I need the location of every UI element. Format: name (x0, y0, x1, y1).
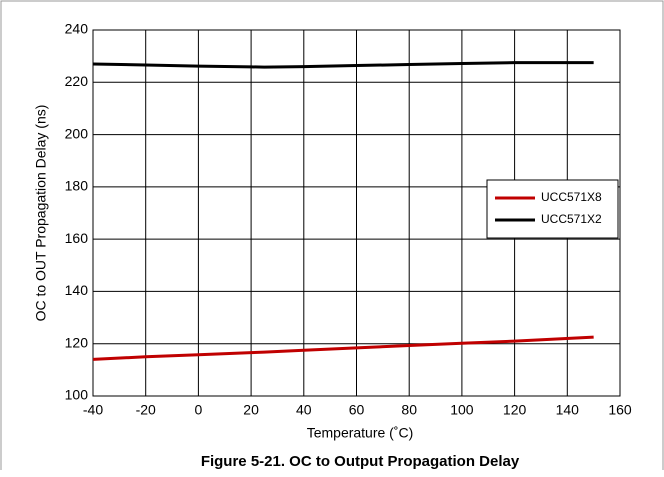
legend-label: UCC571X8 (541, 190, 602, 204)
legend-label: UCC571X2 (541, 212, 602, 226)
y-tick-label: 160 (65, 230, 89, 246)
x-axis-label: Temperature (˚C) (307, 425, 414, 441)
x-tick-label: 20 (243, 402, 259, 418)
series-line (92, 61, 594, 69)
x-tick-label: -40 (83, 402, 103, 418)
y-axis-label: OC to OUT Propagation Delay (ns) (33, 105, 49, 322)
y-tick-label: 200 (65, 125, 89, 141)
x-tick-label: 40 (296, 402, 312, 418)
caption: Figure 5-21. OC to Output Propagation De… (201, 453, 520, 470)
x-tick-label: 140 (556, 402, 580, 418)
y-tick-label: 100 (65, 387, 89, 403)
x-tick-label: 80 (401, 402, 417, 418)
plot-border (92, 29, 621, 397)
x-tick-label: 160 (608, 402, 632, 418)
y-tick-label: 220 (65, 73, 89, 89)
y-tick-label: 180 (65, 178, 89, 194)
x-tick-label: 100 (450, 402, 474, 418)
y-tick-label: 140 (65, 282, 89, 298)
x-tick-label: 120 (503, 402, 527, 418)
y-tick-label: 120 (65, 334, 89, 350)
x-tick-label: -20 (136, 402, 156, 418)
series-line (92, 335, 594, 361)
y-tick-label: 240 (65, 21, 89, 37)
legend-box (486, 179, 619, 239)
x-tick-label: 60 (349, 402, 365, 418)
x-tick-label: 0 (195, 402, 203, 418)
